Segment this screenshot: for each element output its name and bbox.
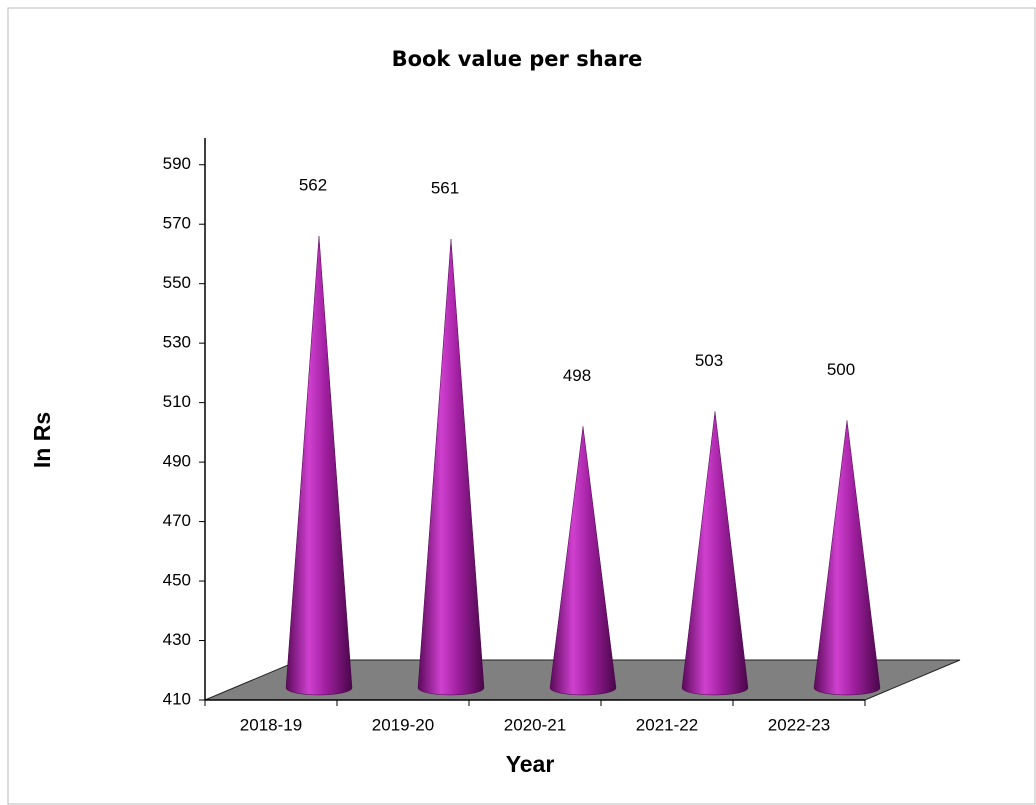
y-tick-label: 470 [163, 511, 191, 530]
y-tick-label: 530 [163, 333, 191, 352]
value-label: 561 [431, 178, 459, 197]
cone [813, 420, 881, 696]
y-axis-label: In Rs [29, 412, 55, 468]
y-tick-label: 550 [163, 273, 191, 292]
chart-border [7, 7, 1036, 805]
x-tick-label: 2019-20 [372, 715, 434, 734]
y-tick-label: 490 [163, 452, 191, 471]
cone [549, 426, 617, 696]
y-tick-label: 430 [163, 630, 191, 649]
y-tick-label: 590 [163, 154, 191, 173]
value-label: 503 [695, 351, 723, 370]
cone [417, 238, 485, 696]
value-label: 498 [563, 366, 591, 385]
cone [681, 411, 749, 696]
x-tick-label: 2020-21 [504, 715, 566, 734]
y-tick-label: 450 [163, 571, 191, 590]
x-axis-label: Year [506, 751, 555, 777]
x-tick-label: 2022-23 [768, 715, 830, 734]
value-label: 500 [827, 360, 855, 379]
x-tick-label: 2018-19 [240, 715, 302, 734]
value-label: 562 [299, 175, 327, 194]
y-tick-label: 410 [163, 689, 191, 708]
cone [285, 235, 353, 696]
y-tick-label: 510 [163, 392, 191, 411]
y-tick-label: 570 [163, 214, 191, 233]
chart-title: Book value per share [392, 47, 643, 71]
x-tick-label: 2021-22 [636, 715, 698, 734]
